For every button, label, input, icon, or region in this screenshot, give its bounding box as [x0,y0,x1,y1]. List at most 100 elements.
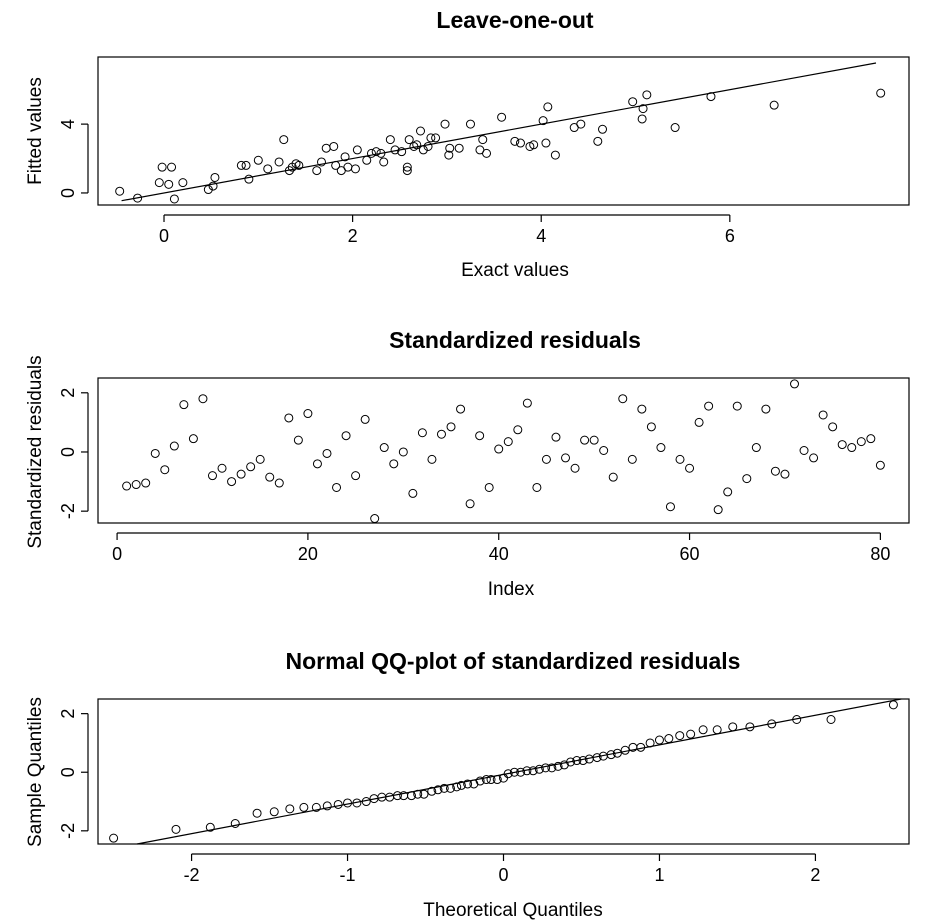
standardized-residuals-panel: Standardized residuals Index Standardize… [25,327,910,600]
data-point [426,133,436,143]
data-point [169,194,179,204]
data-point [427,454,437,464]
data-point [551,432,561,442]
data-point [704,401,714,411]
x-tick-label: 40 [489,544,509,564]
x-tick-label: 0 [159,226,169,246]
data-point [547,763,557,773]
data-point [416,126,426,136]
data-point [419,789,429,799]
data-point [481,775,491,785]
data-point [636,742,646,752]
data-point [350,164,360,174]
data-point [875,460,885,470]
data-point [311,802,321,812]
data-point [284,413,294,423]
data-point [767,719,777,729]
data-point [670,123,680,133]
data-point [352,798,362,808]
data-point [706,92,716,102]
data-point [340,152,350,162]
data-point [406,791,416,801]
data-point [570,463,580,473]
data-point [513,425,523,435]
data-point [628,97,638,107]
data-point [866,434,876,444]
panel-3-y-axis-label: Sample Quantiles [25,697,46,847]
data-point [333,799,343,809]
data-point [620,745,630,755]
data-point [876,88,886,98]
data-point [361,797,371,807]
panel-1-ticks: 0 2 4 6 0 4 [58,119,735,246]
data-point [538,116,548,126]
data-point [285,804,295,814]
data-point [589,435,599,445]
x-tick-label: 60 [680,544,700,564]
panel-3-x-axis-label: Theoretical Quantiles [423,900,603,920]
data-point [366,148,376,158]
data-point [397,147,407,157]
x-tick-label: -2 [184,865,200,885]
data-point [592,753,602,763]
data-point [637,404,647,414]
data-point [398,447,408,457]
data-point [171,824,181,834]
data-point [598,124,608,134]
data-point [646,422,656,432]
data-point [244,174,254,184]
data-point [445,783,455,793]
data-point [456,780,466,790]
data-point [167,162,177,172]
x-tick-label: 6 [725,226,735,246]
data-point [522,766,532,776]
data-point [269,807,279,817]
data-point [203,185,213,195]
y-tick-label: 0 [58,767,78,777]
data-point [208,181,218,191]
x-tick-label: 20 [298,544,318,564]
y-tick-label: 2 [58,388,78,398]
x-tick-label: 1 [654,865,664,885]
data-point [642,90,652,100]
panel-1-y-axis-label: Fitted values [25,77,46,185]
data-point [417,428,427,438]
data-point [371,147,381,157]
data-point [351,471,361,481]
data-point [769,100,779,110]
panel-1-x-axis-label: Exact values [461,260,569,281]
data-point [475,776,485,786]
data-point [343,798,353,808]
data-point [379,443,389,453]
data-point [761,404,771,414]
data-point [332,482,342,492]
data-point [578,756,588,766]
x-tick-label: 2 [810,865,820,885]
x-tick-label: 4 [536,226,546,246]
data-point [553,761,563,771]
data-point [433,785,443,795]
data-point [469,779,479,789]
x-tick-label: 0 [112,544,122,564]
data-point [522,398,532,408]
data-point [445,143,455,153]
data-point [274,478,284,488]
data-point [188,434,198,444]
y-tick-label: -2 [58,823,78,839]
data-point [418,145,428,155]
data-point [494,444,504,454]
data-point [236,469,246,479]
data-point [516,767,526,777]
data-point [439,783,449,793]
data-point [122,481,132,491]
data-point [246,462,256,472]
data-point [475,431,485,441]
data-point [385,135,395,145]
data-point [482,148,492,158]
data-point [675,731,685,741]
data-point [322,801,332,811]
x-tick-label: 0 [498,865,508,885]
x-tick-label: 2 [348,226,358,246]
data-point [207,471,217,481]
data-point [436,429,446,439]
